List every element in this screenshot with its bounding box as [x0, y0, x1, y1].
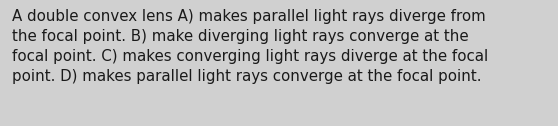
Text: A double convex lens A) makes parallel light rays diverge from
the focal point. : A double convex lens A) makes parallel l…	[12, 9, 488, 84]
